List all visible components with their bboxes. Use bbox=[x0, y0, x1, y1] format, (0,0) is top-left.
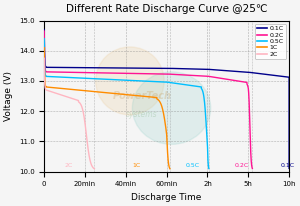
Ellipse shape bbox=[96, 47, 164, 115]
Title: Different Rate Discharge Curve @25℃: Different Rate Discharge Curve @25℃ bbox=[66, 4, 267, 14]
X-axis label: Discharge Time: Discharge Time bbox=[131, 193, 202, 202]
Ellipse shape bbox=[132, 72, 211, 144]
Y-axis label: Voltage (V): Voltage (V) bbox=[4, 71, 13, 121]
Text: 0.5C: 0.5C bbox=[186, 163, 200, 168]
Text: 0.1C: 0.1C bbox=[280, 163, 295, 168]
Text: 1C: 1C bbox=[132, 163, 140, 168]
Text: systems: systems bbox=[126, 110, 158, 119]
Legend: 0.1C, 0.2C, 0.5C, 1C, 2C: 0.1C, 0.2C, 0.5C, 1C, 2C bbox=[255, 24, 286, 59]
Text: PowerTech: PowerTech bbox=[112, 91, 172, 101]
Text: 2C: 2C bbox=[64, 163, 73, 168]
Text: 0.2C: 0.2C bbox=[234, 163, 249, 168]
